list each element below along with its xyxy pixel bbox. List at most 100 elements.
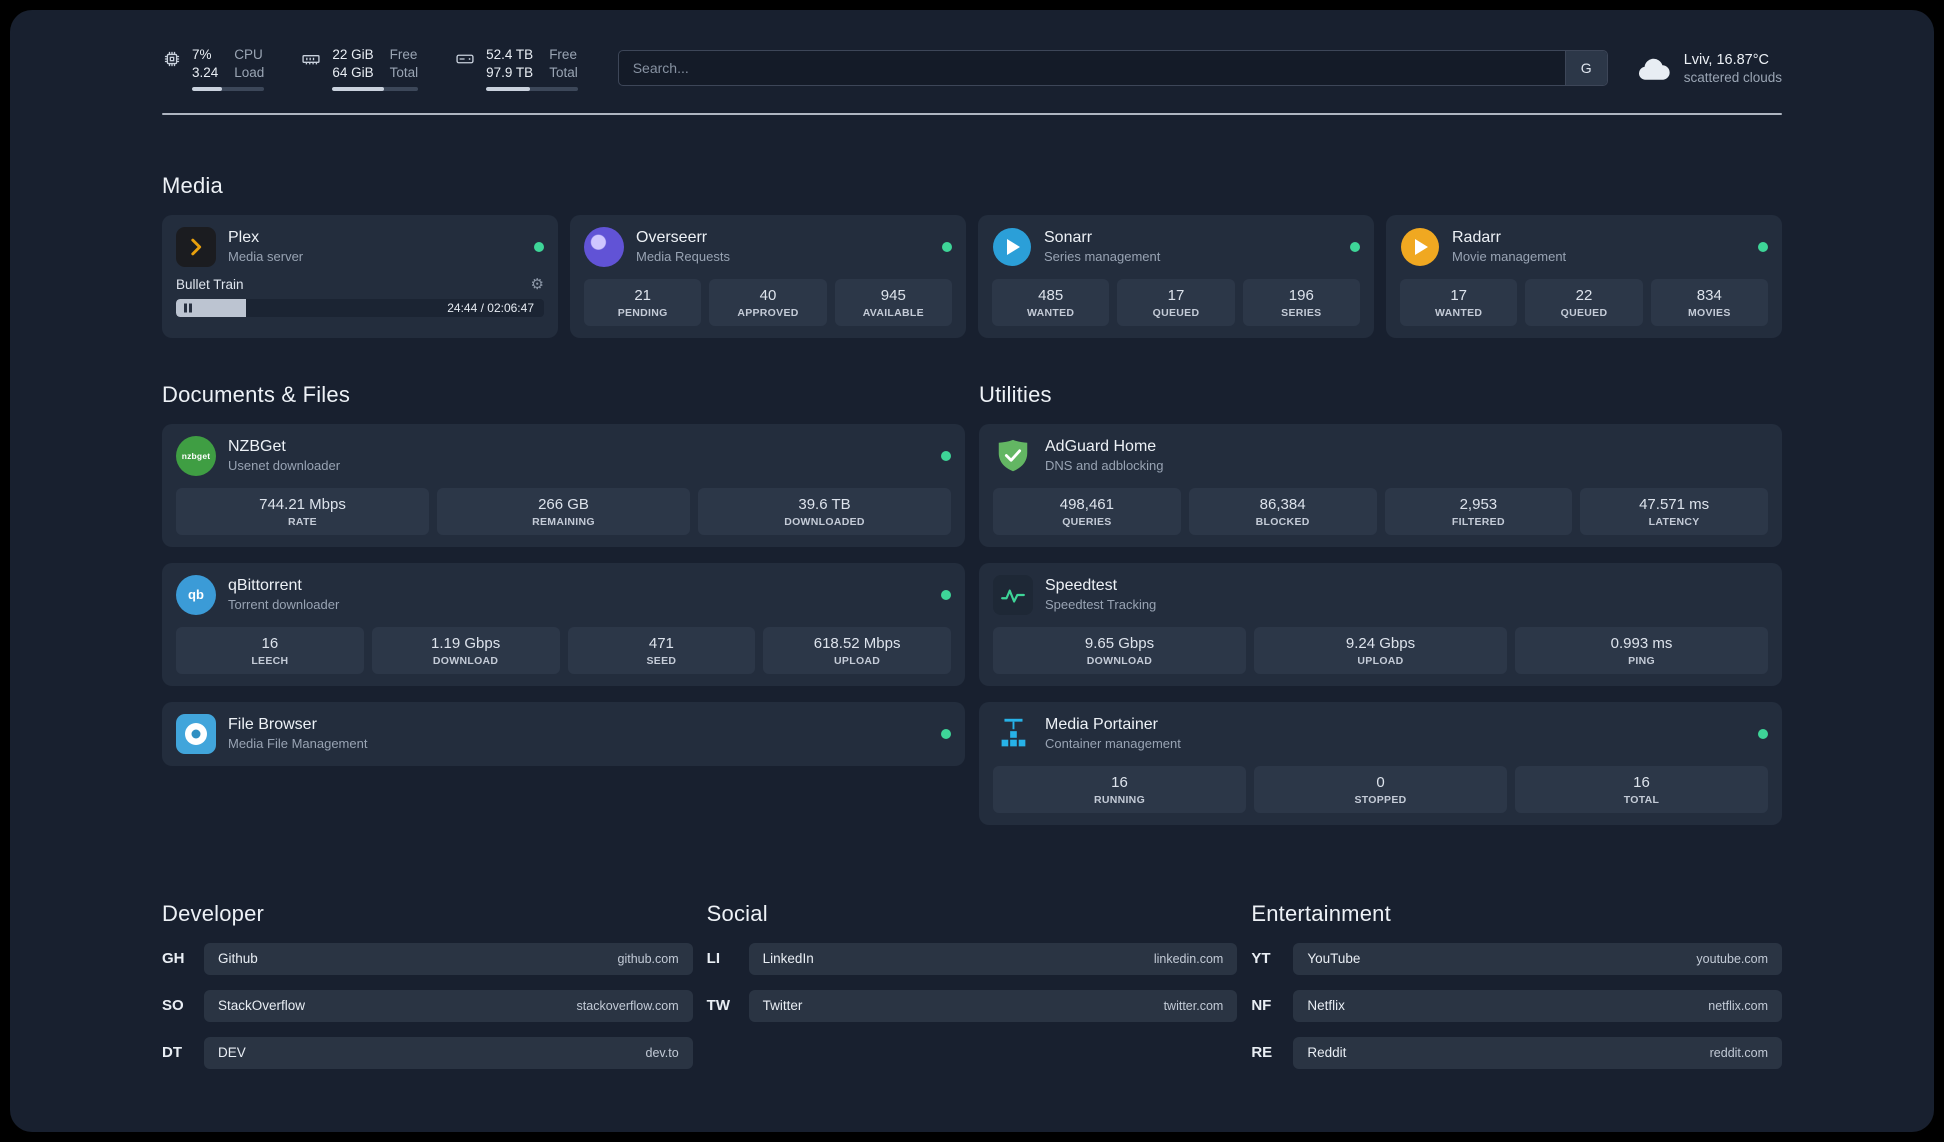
bookmark-url: stackoverflow.com [576, 998, 679, 1013]
service-name: qBittorrent [228, 577, 302, 595]
stat-value: 86,384 [1259, 495, 1306, 513]
service-name: Media Portainer [1045, 716, 1158, 734]
bookmark-abbr: DT [162, 1044, 182, 1062]
cpu-load-label: Load [234, 64, 265, 80]
service-card-qbittorrent[interactable]: qb qBittorrent Torrent downloader 16 LEE… [162, 562, 965, 686]
stat-tile: 21 PENDING [584, 278, 702, 326]
stat-tile: 2,953 FILTERED [1384, 487, 1573, 535]
gear-icon[interactable]: ⚙ [530, 275, 544, 293]
stat-tile: 945 AVAILABLE [834, 278, 952, 326]
bookmark-item: SO StackOverflow stackoverflow.com [162, 989, 693, 1022]
bookmark-link-github[interactable]: Github github.com [204, 942, 693, 975]
stat-tile: 1.19 Gbps DOWNLOAD [371, 626, 560, 674]
bookmark-abbr: TW [706, 997, 730, 1015]
stat-tile: 618.52 Mbps UPLOAD [763, 626, 951, 674]
stat-tile: 9.24 Gbps UPLOAD [1254, 626, 1507, 674]
service-card-overseerr[interactable]: Overseerr Media Requests 21 PENDING 40 A… [570, 214, 966, 338]
service-name: NZBGet [228, 438, 286, 456]
bookmark-url: dev.to [645, 1045, 679, 1060]
bookmark-link-stackoverflow[interactable]: StackOverflow stackoverflow.com [204, 989, 693, 1022]
memory-total-label: Total [389, 64, 419, 80]
service-card-adguard[interactable]: AdGuard Home DNS and adblocking 498,461 … [979, 423, 1782, 547]
radarr-icon [1400, 227, 1440, 267]
service-card-plex[interactable]: Plex Media server Bullet Train ⚙ 24:44 /… [162, 214, 558, 338]
bookmark-abbr: NF [1251, 997, 1272, 1015]
memory-widget: 22 GiB 64 GiB Free Total [300, 46, 419, 91]
bookmark-abbr: YT [1251, 950, 1271, 968]
bookmark-link-dev[interactable]: DEV dev.to [204, 1036, 693, 1069]
section-utilities: Utilities AdGuard Home DNS and adblockin… [979, 382, 1782, 825]
stat-label: WANTED [1027, 306, 1075, 319]
portainer-icon [993, 714, 1033, 754]
stat-label: AVAILABLE [862, 306, 924, 319]
stat-value: 21 [634, 286, 651, 304]
stat-tile: 0 STOPPED [1254, 765, 1507, 813]
bookmark-item: TW Twitter twitter.com [706, 989, 1238, 1022]
service-desc: Speedtest Tracking [1045, 597, 1157, 613]
section-title-utilities: Utilities [979, 381, 1052, 407]
stat-label: QUERIES [1062, 515, 1112, 528]
memory-total-value: 64 GiB [332, 64, 374, 80]
stat-value: 1.19 Gbps [431, 634, 501, 652]
service-card-portainer[interactable]: Media Portainer Container management 16 … [979, 701, 1782, 825]
bookmark-link-youtube[interactable]: YouTube youtube.com [1293, 942, 1782, 975]
stat-tile: 471 SEED [567, 626, 756, 674]
bookmark-item: NF Netflix netflix.com [1251, 989, 1782, 1022]
qbittorrent-icon: qb [176, 574, 216, 615]
stat-tile: 40 APPROVED [709, 278, 827, 326]
bookmark-abbr: RE [1251, 1044, 1273, 1062]
memory-progress-bar [332, 86, 419, 91]
dashboard-content: 7% 3.24 CPU Load [162, 10, 1782, 1132]
stat-label: STOPPED [1354, 793, 1407, 806]
status-dot [941, 589, 951, 600]
service-card-sonarr[interactable]: Sonarr Series management 485 WANTED 17 Q… [978, 214, 1374, 338]
bookmark-link-reddit[interactable]: Reddit reddit.com [1293, 1036, 1782, 1069]
cpu-progress-bar [192, 86, 265, 91]
stat-label: BLOCKED [1255, 515, 1310, 528]
stat-value: 16 [1633, 773, 1650, 791]
stat-label: DOWNLOAD [432, 654, 499, 667]
bookmark-url: netflix.com [1708, 998, 1768, 1013]
stat-label: QUEUED [1152, 306, 1200, 319]
stat-value: 9.24 Gbps [1345, 634, 1416, 652]
stat-value: 39.6 TB [798, 495, 851, 513]
search-input[interactable] [617, 50, 1608, 87]
topbar-divider [162, 112, 1782, 115]
bookmark-link-netflix[interactable]: Netflix netflix.com [1293, 989, 1782, 1022]
stat-tile: 196 SERIES [1242, 278, 1360, 326]
playback-progress-bar[interactable]: 24:44 / 02:06:47 [176, 298, 544, 317]
search-provider-button[interactable]: G [1564, 51, 1607, 86]
memory-free-label: Free [389, 47, 418, 62]
weather-location: Lviv, 16.87°C [1683, 51, 1770, 68]
status-dot [534, 241, 544, 252]
bookmark-url: youtube.com [1696, 951, 1768, 966]
service-card-nzbget[interactable]: nzbget NZBGet Usenet downloader 744.21 M… [162, 423, 965, 547]
service-desc: DNS and adblocking [1045, 458, 1164, 474]
adguard-icon [993, 436, 1033, 476]
pause-icon[interactable] [184, 303, 192, 313]
playback-time: 24:44 / 02:06:47 [447, 300, 534, 315]
search-bar: G [617, 50, 1608, 87]
stat-tile: 17 QUEUED [1117, 278, 1235, 326]
service-card-filebrowser[interactable]: File Browser Media File Management [162, 701, 965, 766]
bookmark-item: LI LinkedIn linkedin.com [706, 942, 1238, 975]
dashboard-page: 7% 3.24 CPU Load [10, 10, 1934, 1132]
stat-label: RATE [287, 515, 317, 528]
cpu-icon [162, 49, 182, 69]
bookmark-link-twitter[interactable]: Twitter twitter.com [748, 989, 1238, 1022]
stat-tile: 498,461 QUERIES [993, 487, 1181, 535]
weather-widget[interactable]: Lviv, 16.87°C scattered clouds [1636, 52, 1782, 85]
bookmark-link-linkedin[interactable]: LinkedIn linkedin.com [748, 942, 1238, 975]
stat-tile: 47.571 ms LATENCY [1580, 487, 1768, 535]
service-card-speedtest[interactable]: Speedtest Speedtest Tracking 9.65 Gbps D… [979, 562, 1782, 686]
stat-label: APPROVED [737, 306, 799, 319]
stat-label: LATENCY [1648, 515, 1700, 528]
bookmark-abbr: GH [162, 950, 185, 968]
stat-label: FILTERED [1451, 515, 1505, 528]
bookmark-abbr: LI [706, 950, 720, 968]
service-name: File Browser [228, 716, 317, 734]
stat-value: 22 [1575, 286, 1593, 304]
section-title-media: Media [162, 172, 223, 198]
service-card-radarr[interactable]: Radarr Movie management 17 WANTED 22 QUE… [1386, 214, 1782, 338]
status-dot [942, 241, 952, 252]
